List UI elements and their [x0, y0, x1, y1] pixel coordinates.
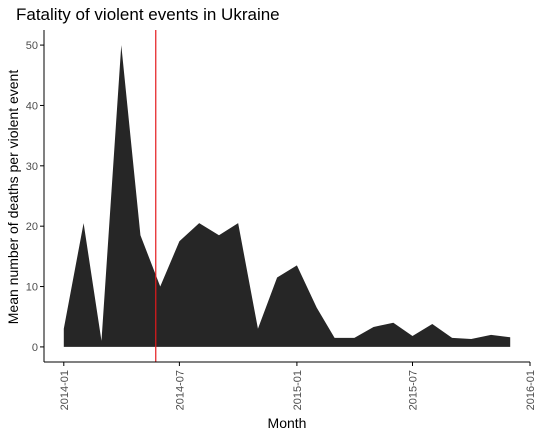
- x-tick-label: 2015-01: [292, 370, 304, 410]
- y-axis: 0 10 20 30 40 50: [26, 40, 44, 354]
- y-tick-label: 40: [26, 100, 38, 112]
- y-axis-title: Mean number of deaths per violent event: [5, 70, 21, 325]
- y-tick-label: 10: [26, 282, 38, 294]
- x-tick-label: 2014-07: [174, 370, 186, 410]
- plot-area: [43, 30, 530, 363]
- x-tick-label: 2015-07: [407, 370, 419, 410]
- x-tick-label: 2016-01: [525, 370, 537, 410]
- y-tick-label: 20: [26, 221, 38, 233]
- y-tick-label: 50: [26, 40, 38, 52]
- x-axis-title: Month: [268, 415, 307, 431]
- x-axis: 2014-01 2014-07 2015-01 2015-07 2016-01: [59, 362, 537, 410]
- x-tick-label: 2014-01: [59, 370, 71, 410]
- fatality-area: [63, 45, 511, 347]
- y-tick-label: 0: [32, 342, 38, 354]
- chart-title: Fatality of violent events in Ukraine: [16, 5, 280, 24]
- y-tick-label: 30: [26, 161, 38, 173]
